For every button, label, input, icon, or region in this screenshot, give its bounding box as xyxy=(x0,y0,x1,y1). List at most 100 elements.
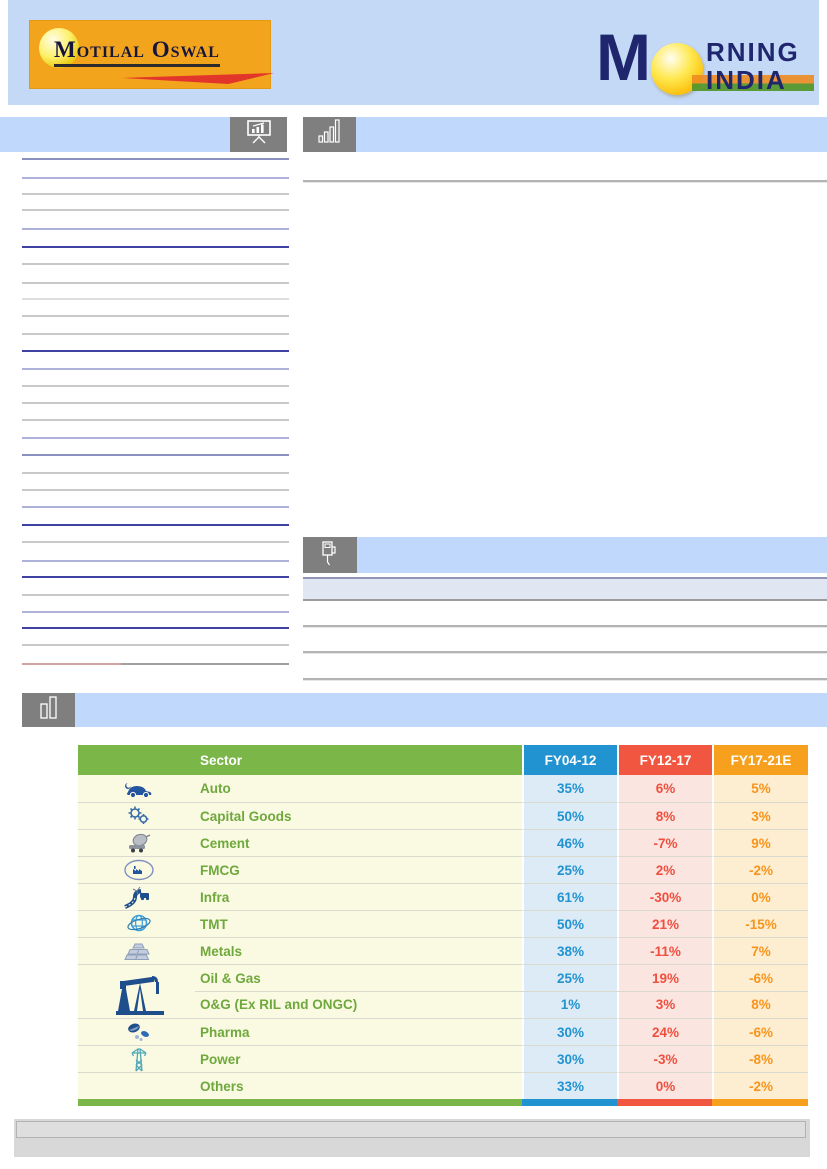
index-rule xyxy=(22,209,289,211)
sector-growth-table: Sector FY04-12 FY12-17 FY17-21E Auto 35%… xyxy=(78,745,808,1106)
morning-india-logo: M RNING INDIA xyxy=(596,24,824,105)
value-fy17-21e: -6% xyxy=(712,964,808,991)
masthead-strip: Motilal Oswal M RNING INDIA xyxy=(8,0,819,105)
sector-name: FMCG xyxy=(200,862,240,878)
table-row: Infra 61% -30% 0% xyxy=(78,883,808,910)
presentation-chart-icon xyxy=(245,119,273,150)
gears-icon xyxy=(78,805,200,827)
index-rule xyxy=(22,541,289,543)
value-fy12-17: 0% xyxy=(617,1072,712,1099)
road-truck-icon xyxy=(78,885,200,909)
section-bar-left xyxy=(0,117,230,152)
index-rule xyxy=(22,611,289,613)
table-row: Auto 35% 6% 5% xyxy=(78,775,808,802)
index-rule xyxy=(22,489,289,491)
motilal-ball-icon xyxy=(39,28,79,68)
table-row: Others 33% 0% -2% xyxy=(78,1072,808,1099)
table-bottom-band xyxy=(78,1099,808,1106)
band-blue xyxy=(522,1099,617,1106)
table-row: Cement 46% -7% 9% xyxy=(78,829,808,856)
value-fy12-17: -7% xyxy=(617,829,712,856)
sector-name: O&G (Ex RIL and ONGC) xyxy=(200,997,358,1012)
index-rule xyxy=(22,524,289,526)
value-fy04-12: 50% xyxy=(522,910,617,937)
sector-name: Metals xyxy=(200,943,243,959)
value-fy17-21e: 9% xyxy=(712,829,808,856)
value-fy12-17: 3% xyxy=(617,991,712,1018)
index-rule xyxy=(22,333,289,335)
pills-icon xyxy=(78,1021,200,1043)
footer-bar xyxy=(14,1119,810,1157)
index-rule xyxy=(22,402,289,404)
sector-name: Oil & Gas xyxy=(200,970,261,986)
sector-name: TMT xyxy=(200,916,228,932)
index-rule xyxy=(22,263,289,265)
column-header-fy12-17: FY12-17 xyxy=(617,745,712,775)
index-rule xyxy=(22,315,289,317)
value-fy17-21e: 8% xyxy=(712,991,808,1018)
value-fy12-17: 24% xyxy=(617,1018,712,1045)
bar-chart-icon xyxy=(317,119,342,150)
fuel-pump-icon-box xyxy=(303,537,357,573)
divider-rule xyxy=(303,678,827,681)
sector-name: Infra xyxy=(200,889,230,905)
presentation-chart-icon-box xyxy=(230,117,287,152)
index-rule xyxy=(22,576,289,578)
morning-india-m: M xyxy=(596,20,651,94)
ingots-icon xyxy=(78,941,200,961)
motilal-oswal-logo: Motilal Oswal xyxy=(30,21,274,88)
band-green xyxy=(78,1099,522,1106)
section-bar-mid xyxy=(357,537,827,573)
value-fy12-17: 21% xyxy=(617,910,712,937)
index-rule xyxy=(22,644,289,646)
index-rule xyxy=(22,228,289,230)
value-fy04-12: 1% xyxy=(522,991,617,1018)
divider-rule xyxy=(303,651,827,654)
value-fy17-21e: 3% xyxy=(712,802,808,829)
fuel-pump-icon xyxy=(319,539,341,572)
value-fy12-17: 6% xyxy=(617,775,712,802)
index-rule xyxy=(22,663,289,665)
oil-pump-icon xyxy=(114,967,166,1018)
value-fy04-12: 25% xyxy=(522,964,617,991)
sector-name: Auto xyxy=(200,781,231,796)
index-rule xyxy=(22,627,289,629)
value-fy04-12: 35% xyxy=(522,775,617,802)
power-tower-icon xyxy=(78,1046,200,1072)
value-fy17-21e: -2% xyxy=(712,856,808,883)
value-fy12-17: -11% xyxy=(617,937,712,964)
index-rule xyxy=(22,472,289,474)
value-fy04-12: 46% xyxy=(522,829,617,856)
car-icon xyxy=(78,779,200,799)
index-rule xyxy=(22,193,289,195)
index-rule xyxy=(22,368,289,370)
sector-name: Pharma xyxy=(200,1024,250,1040)
table-row: FMCG 25% 2% -2% xyxy=(78,856,808,883)
index-rule xyxy=(22,419,289,421)
value-fy04-12: 50% xyxy=(522,802,617,829)
index-rule xyxy=(22,158,289,160)
value-fy12-17: -30% xyxy=(617,883,712,910)
table-row: Pharma 30% 24% -6% xyxy=(78,1018,808,1045)
value-fy04-12: 25% xyxy=(522,856,617,883)
table-row: Oil & Gas 25% 19% -6% xyxy=(78,964,808,991)
value-fy17-21e: 0% xyxy=(712,883,808,910)
value-fy12-17: 2% xyxy=(617,856,712,883)
table-header-row: Sector FY04-12 FY12-17 FY17-21E xyxy=(78,745,808,775)
value-fy12-17: 19% xyxy=(617,964,712,991)
band-red xyxy=(617,1099,712,1106)
india-flag-stripes xyxy=(692,75,814,91)
band-orange xyxy=(712,1099,808,1106)
table-row: O&G (Ex RIL and ONGC) 1% 3% 8% xyxy=(78,991,808,1018)
sector-name: Others xyxy=(200,1078,244,1094)
value-fy04-12: 38% xyxy=(522,937,617,964)
section-bar-bottom xyxy=(75,693,827,727)
value-fy04-12: 33% xyxy=(522,1072,617,1099)
value-fy17-21e: -15% xyxy=(712,910,808,937)
value-fy04-12: 30% xyxy=(522,1045,617,1072)
motilal-logo-text: Motilal Oswal xyxy=(54,37,220,67)
value-fy04-12: 61% xyxy=(522,883,617,910)
index-rule xyxy=(22,454,289,456)
index-rule xyxy=(22,282,289,284)
